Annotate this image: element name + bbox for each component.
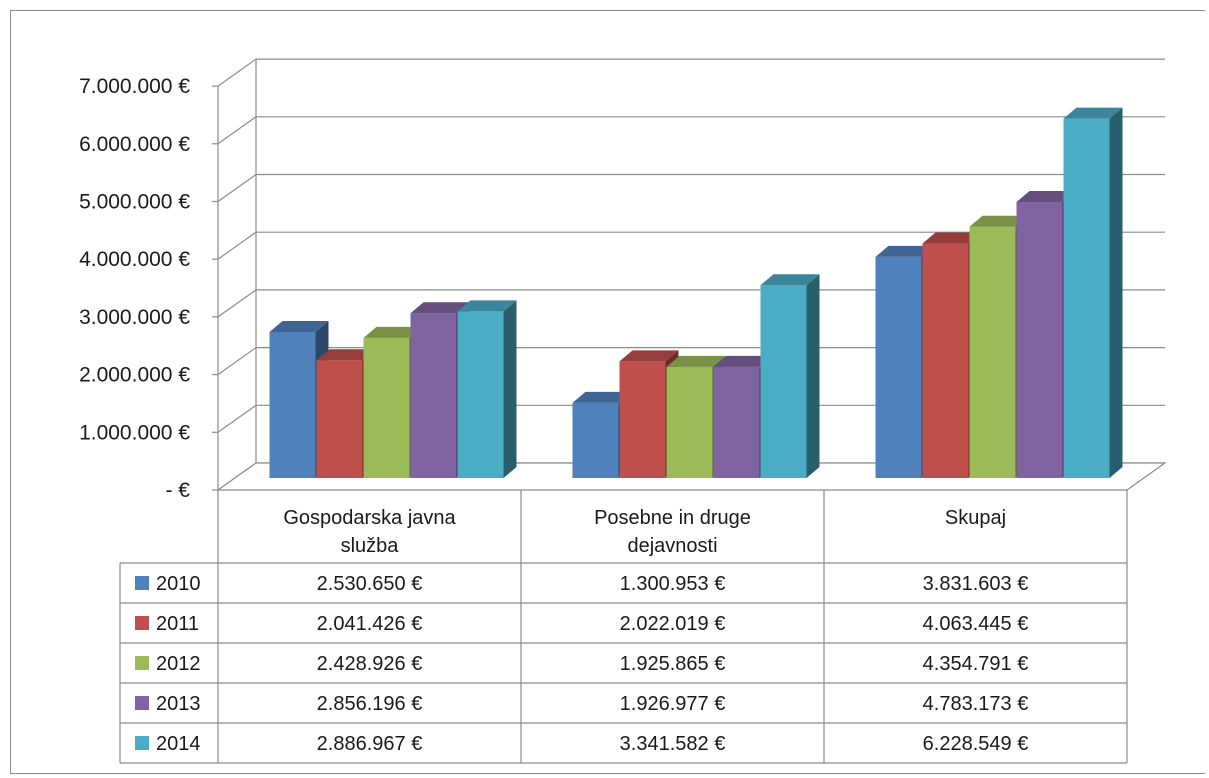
legend-label: 2011 <box>156 613 199 635</box>
gridline-side <box>217 347 257 376</box>
legend-swatch <box>135 576 149 590</box>
y-tick-label: 6.000.000 € <box>79 133 190 156</box>
data-label: 6.228.549 € <box>923 733 1029 755</box>
legend-swatch <box>135 656 149 670</box>
y-tick-label: 2.000.000 € <box>79 364 190 387</box>
gridline-side <box>217 289 257 318</box>
bar-top <box>316 349 376 361</box>
bar-top <box>269 320 329 332</box>
bar-front <box>619 361 666 478</box>
gridline-side <box>217 404 257 433</box>
bar-top <box>713 355 773 367</box>
chart-frame <box>10 10 1205 774</box>
bar-front <box>316 360 363 478</box>
data-label: 2.886.967 € <box>317 733 423 755</box>
bar-front <box>875 256 922 478</box>
category-label: služba <box>341 535 400 557</box>
bar-front <box>269 331 316 478</box>
gridline-side <box>217 116 257 145</box>
bar-top <box>922 232 982 244</box>
legend-label: 2012 <box>156 653 201 675</box>
legend-swatch <box>135 696 149 710</box>
legend-swatch <box>135 616 149 630</box>
data-label: 1.926.977 € <box>620 693 726 715</box>
bar <box>1063 107 1123 478</box>
bar-top <box>760 274 820 286</box>
bar-front <box>572 402 619 478</box>
data-label: 2.041.426 € <box>317 613 423 635</box>
data-label: 3.341.582 € <box>620 733 726 755</box>
legend-label: 2010 <box>156 573 201 595</box>
bar-side <box>503 300 517 478</box>
y-tick-label: 1.000.000 € <box>79 421 190 444</box>
y-tick-label: 5.000.000 € <box>79 191 190 214</box>
bar-front <box>760 285 807 478</box>
bar-front <box>457 311 504 478</box>
category-label: Gospodarska javna <box>283 507 456 529</box>
bar-top <box>1063 107 1123 119</box>
bar-top <box>363 326 423 338</box>
bar-front <box>922 243 969 478</box>
legend-swatch <box>135 736 149 750</box>
legend-label: 2014 <box>156 733 201 755</box>
bar-front <box>1063 118 1110 478</box>
data-label: 2.428.926 € <box>317 653 423 675</box>
bar-front <box>969 226 1016 478</box>
gridline-side <box>217 174 257 202</box>
data-label: 1.925.865 € <box>620 653 726 675</box>
category-label: Posebne in druge <box>594 507 751 529</box>
bar-top <box>619 350 679 362</box>
y-tick-label: - € <box>165 479 190 502</box>
category-label: dejavnosti <box>627 535 717 557</box>
bar-top <box>666 355 726 367</box>
data-label: 4.354.791 € <box>923 653 1029 675</box>
bar-top <box>1016 191 1076 203</box>
y-tick-label: 7.000.000 € <box>79 75 190 98</box>
bar-top <box>572 391 632 403</box>
data-label: 4.063.445 € <box>923 613 1029 635</box>
y-tick-label: 4.000.000 € <box>79 248 190 271</box>
bar-front <box>666 366 713 478</box>
bar <box>760 274 820 478</box>
bar-front <box>713 366 760 478</box>
gridline-side <box>217 58 257 87</box>
category-label: Skupaj <box>945 507 1006 529</box>
bar <box>457 300 517 478</box>
bar-front <box>1016 202 1063 478</box>
bar-side <box>806 274 820 478</box>
data-label: 3.831.603 € <box>923 573 1029 595</box>
bar-top <box>410 302 470 314</box>
data-label: 1.300.953 € <box>620 573 726 595</box>
data-label: 2.856.196 € <box>317 693 423 715</box>
y-tick-label: 3.000.000 € <box>79 306 190 329</box>
data-label: 4.783.173 € <box>923 693 1029 715</box>
data-label: 2.530.650 € <box>317 573 423 595</box>
data-label: 2.022.019 € <box>620 613 726 635</box>
bar-side <box>1109 107 1123 478</box>
bar-top <box>875 245 935 257</box>
legend-label: 2013 <box>156 693 201 715</box>
bar-top <box>457 300 517 312</box>
gridline-side <box>217 231 257 260</box>
bar-front <box>410 313 457 478</box>
bar-front <box>363 337 410 478</box>
bar-top <box>969 215 1029 227</box>
